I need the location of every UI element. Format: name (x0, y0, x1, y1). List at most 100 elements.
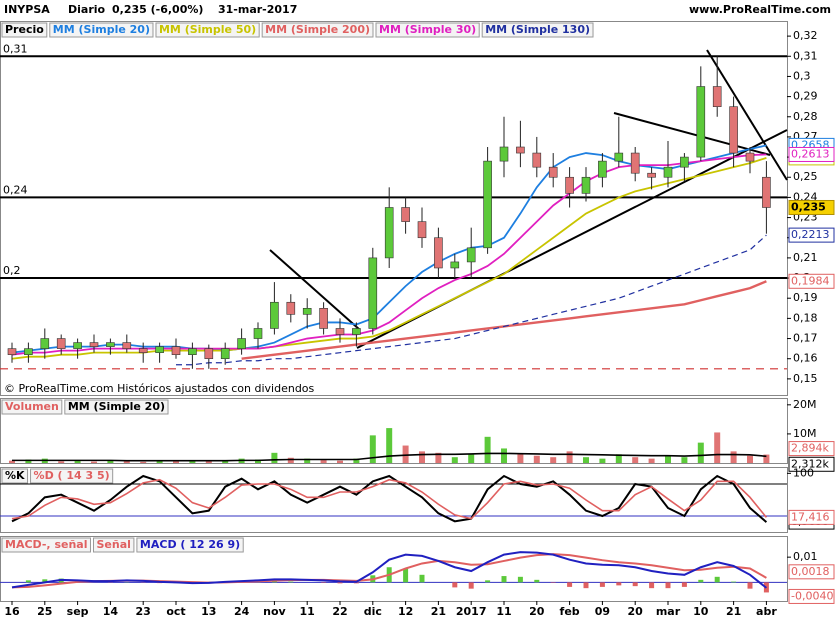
line-series (11, 551, 768, 589)
x-tick-label: abr (756, 605, 777, 618)
y-tick-label: 0,21 (793, 251, 818, 264)
candle-body (204, 348, 214, 360)
histogram-bar (714, 576, 720, 583)
volume-bar (25, 459, 32, 463)
histogram-bar (337, 582, 343, 584)
candle-body (106, 342, 115, 347)
volume-bar (123, 461, 130, 463)
histogram-bar (452, 582, 458, 588)
histogram-bar (649, 582, 655, 589)
candle-body (155, 346, 164, 353)
histogram-bar (632, 582, 638, 587)
last-value-label: -0,0040 (791, 589, 833, 602)
histogram-bar (468, 582, 474, 589)
candle-body (598, 160, 607, 178)
legend-label: MM (Simple 30) (379, 23, 476, 36)
legend-label: MM (Simple 20) (68, 400, 165, 413)
volume-bar (681, 457, 688, 463)
candle-body (581, 176, 591, 194)
last-value-label: 0,2613 (791, 147, 830, 160)
candle-body (516, 146, 525, 154)
legend-label: MM (Simple 20) (53, 23, 150, 36)
volume-bar (501, 448, 507, 463)
last-value-box (788, 227, 835, 243)
volume-bar (632, 457, 639, 463)
symbol: INYPSA (4, 3, 50, 16)
frame (0, 21, 788, 396)
candle-body (89, 342, 99, 347)
volume-bar (222, 460, 229, 463)
histogram-bar (485, 580, 491, 583)
volume-bar (615, 454, 622, 463)
period: Diario (68, 3, 106, 16)
volume-bar (599, 458, 606, 463)
x-tick-label: feb (560, 605, 580, 618)
volume-bar (566, 451, 573, 463)
legend-label: MACD ( 12 26 9) (140, 538, 240, 551)
histogram-bar (731, 581, 737, 583)
candle-body (138, 348, 148, 353)
volume-bar (107, 460, 114, 463)
y-tick-label: 0,17 (793, 332, 818, 345)
legend-label: MACD-, señal (5, 538, 87, 551)
candle-body (171, 346, 181, 355)
x-tick-label: dic (364, 605, 382, 618)
frame (0, 398, 788, 464)
line-series (11, 157, 767, 360)
candle-body (729, 106, 738, 154)
quote: 0,235 (-6,00%) (112, 3, 203, 16)
volume-bar (714, 432, 721, 463)
legend-box (375, 22, 480, 38)
last-value-box (788, 146, 835, 162)
x-tick-label: 13 (201, 605, 216, 618)
candle-body (188, 348, 197, 355)
x-tick-label: oct (166, 605, 185, 618)
y-tick-label: 0,25 (793, 170, 818, 183)
candle-body (237, 338, 246, 349)
last-value-box (788, 564, 835, 580)
volume-bar (451, 457, 458, 463)
candle-body (630, 152, 640, 174)
volume-bar (304, 458, 311, 463)
histogram-bar (517, 576, 523, 583)
candle-body (73, 342, 82, 349)
volume-bar (74, 460, 81, 463)
volume-bar (386, 428, 393, 463)
x-tick-label: 20 (529, 605, 545, 618)
volume-bar (533, 455, 540, 463)
line-series (11, 153, 767, 356)
volume-bar (369, 435, 376, 463)
candle-body (220, 348, 230, 360)
last-value-label: 2,894k (791, 442, 829, 455)
legend-box (64, 399, 169, 415)
x-tick-label: 20 (628, 605, 644, 618)
trend-line (613, 112, 771, 156)
volume-bar (402, 445, 409, 463)
footnote: © ProRealTime.com Históricos ajustados c… (4, 382, 315, 395)
candle-body (745, 152, 755, 162)
candle-body (40, 338, 50, 349)
trend-line (706, 49, 788, 181)
volume-bar (484, 436, 491, 463)
candle-body (565, 176, 574, 194)
x-tick-label: sep (67, 605, 89, 618)
volume-bar (156, 460, 163, 463)
candle-body (401, 207, 410, 222)
volume-bar (550, 457, 557, 463)
volume-bar (730, 451, 737, 463)
x-tick-label: 12 (398, 605, 413, 618)
level-label: 0,31 (3, 42, 28, 55)
x-tick-label: 25 (37, 605, 52, 618)
histogram-bar (353, 582, 359, 584)
candle-body (680, 156, 689, 168)
histogram-bar (665, 582, 671, 589)
last-value-label: 2,312k (791, 457, 829, 470)
legend-label: MM (Simple 130) (485, 23, 590, 36)
candle-body (286, 301, 296, 315)
x-tick-label: 09 (595, 605, 610, 618)
legend-box (1, 399, 63, 415)
volume-bar (468, 454, 475, 463)
y-tick-label: 100 (793, 466, 814, 479)
candle-body (762, 176, 771, 208)
